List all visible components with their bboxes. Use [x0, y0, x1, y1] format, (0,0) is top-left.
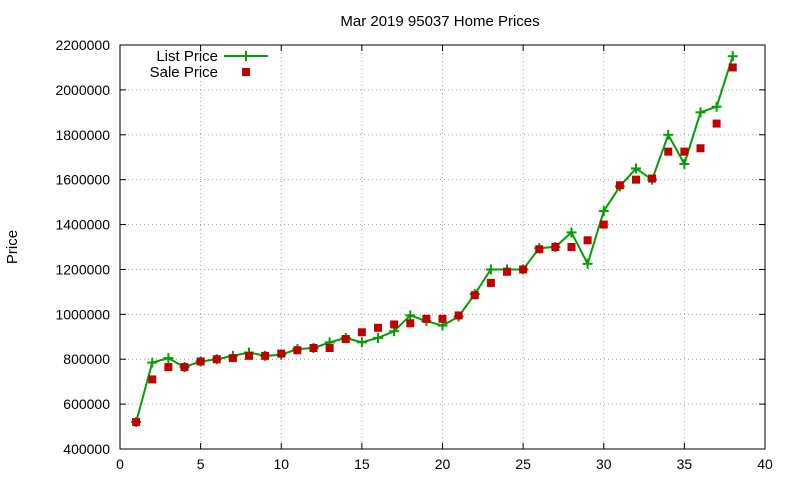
list-price-point: [356, 337, 367, 348]
sale-price-point: [712, 119, 721, 128]
x-tick-label: 25: [515, 456, 531, 472]
list-price-point: [695, 107, 706, 118]
sale-price-point: [164, 363, 173, 372]
sale-price-point: [438, 314, 447, 323]
sale-price-point: [212, 355, 221, 364]
y-tick-label: 1000000: [55, 306, 110, 322]
chart-title: Mar 2019 95037 Home Prices: [340, 13, 539, 30]
y-tick-label: 2200000: [55, 37, 110, 53]
sale-price-point: [325, 344, 334, 352]
grid: [120, 45, 765, 449]
sale-price-point: [535, 245, 544, 254]
x-tick-label: 20: [435, 456, 451, 472]
sale-price-point: [196, 357, 205, 366]
sale-price-point: [309, 344, 318, 352]
legend-label: Sale Price: [150, 64, 218, 81]
sale-price-series: [132, 63, 737, 427]
sale-price-point: [180, 363, 189, 372]
sale-price-point: [245, 351, 253, 360]
list-price-point: [663, 129, 674, 140]
y-tick-label: 1800000: [55, 127, 110, 143]
sale-price-point: [680, 147, 689, 156]
plot-frame: [119, 44, 766, 450]
y-tick-label: 1200000: [55, 261, 110, 277]
sale-price-point: [277, 349, 286, 358]
y-tick-label: 1600000: [55, 172, 110, 188]
sale-price-point: [519, 265, 528, 274]
sale-price-point: [599, 220, 608, 229]
sale-price-point: [567, 243, 576, 251]
axis-ticks: 0 5 10 15 20 25 30 35 40 400000 600000 800000 100000…: [55, 37, 773, 472]
sale-price-point: [422, 314, 431, 323]
y-axis-label: Price: [4, 230, 21, 264]
list-price-line: [135, 55, 734, 423]
y-tick-label: 600000: [63, 396, 110, 412]
sale-price-point: [374, 323, 382, 332]
x-tick-label: 30: [596, 456, 612, 472]
sale-price-point: [390, 320, 399, 329]
list-price-point: [631, 163, 641, 174]
sale-price-point: [454, 311, 463, 320]
sale-price-point: [551, 243, 560, 251]
sale-price-point: [341, 335, 350, 344]
sale-price-point: [696, 144, 705, 153]
sale-price-point: [357, 328, 366, 337]
y-tick-label: 400000: [63, 441, 110, 457]
list-price-point: [485, 264, 496, 275]
legend-marker: [242, 68, 250, 76]
sale-price-point: [648, 174, 657, 183]
sale-price-point: [261, 351, 270, 360]
x-tick-label: 5: [197, 456, 205, 472]
x-tick-label: 40: [757, 456, 773, 472]
sale-price-point: [293, 346, 302, 355]
list-price-point: [711, 101, 722, 112]
sale-price-point: [228, 354, 237, 363]
list-price-point: [147, 357, 158, 368]
list-price-point: [679, 158, 690, 169]
series-layer: [131, 51, 738, 428]
x-tick-label: 0: [116, 456, 124, 472]
list-price-point: [566, 227, 577, 238]
list-price-point: [163, 353, 174, 364]
sale-price-point: [728, 63, 737, 72]
sale-price-point: [632, 175, 640, 184]
list-price-point: [373, 332, 383, 343]
x-tick-label: 35: [677, 456, 693, 472]
legend-entry-sale-price: Sale Price: [150, 64, 250, 81]
sale-price-point: [132, 418, 141, 427]
x-tick-label: 15: [354, 456, 370, 472]
sale-price-point: [406, 319, 415, 328]
sale-price-point: [148, 375, 157, 384]
list-price-point: [598, 206, 609, 217]
y-tick-label: 800000: [63, 351, 110, 367]
sale-price-point: [470, 291, 479, 300]
sale-price-point: [486, 278, 495, 287]
sale-price-point: [583, 236, 592, 245]
legend-entry-list-price: List Price: [156, 48, 268, 65]
legend-marker: [241, 51, 251, 61]
sale-price-point: [664, 147, 673, 156]
legend-label: List Price: [156, 48, 218, 65]
list-price-point: [405, 310, 416, 321]
y-tick-label: 1400000: [55, 217, 110, 233]
list-price-point: [727, 51, 738, 62]
list-price-series: [131, 51, 738, 428]
list-price-point: [582, 258, 593, 269]
sale-price-point: [615, 181, 624, 190]
sale-price-point: [503, 267, 511, 276]
x-tick-label: 10: [273, 456, 289, 472]
y-tick-label: 2000000: [55, 82, 110, 98]
